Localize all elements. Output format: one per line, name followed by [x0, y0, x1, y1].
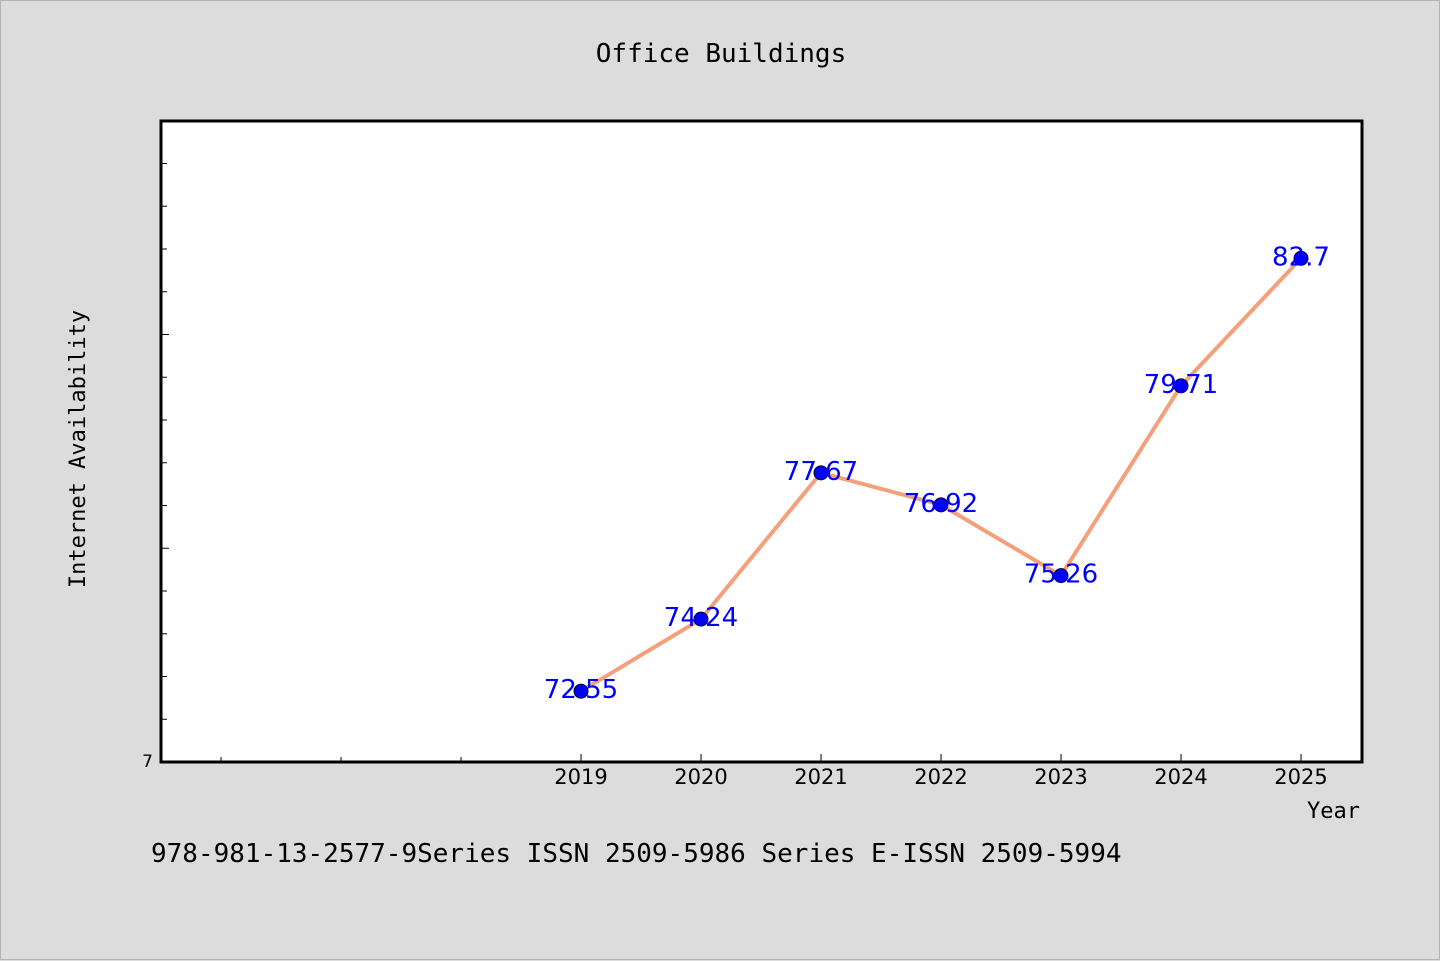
y-axis-ticks — [161, 163, 169, 720]
x-axis-ticks: 2019 2020 2021 2022 2023 2024 2025 — [220, 754, 1328, 789]
data-point-marker — [1173, 378, 1189, 394]
y-axis-label: Internet Availability — [66, 310, 91, 588]
data-point-marker — [693, 611, 709, 627]
data-label: 77.67 — [784, 457, 858, 487]
x-tick-label: 2019 — [554, 765, 607, 789]
x-tick-label: 2021 — [794, 765, 847, 789]
data-label: 79.71 — [1144, 370, 1218, 400]
y-tick-label: 7 — [142, 752, 153, 772]
data-point-marker — [933, 497, 949, 513]
x-tick-label: 2024 — [1154, 765, 1207, 789]
plot-area — [159, 119, 1364, 764]
data-label: 75.26 — [1024, 560, 1098, 590]
x-tick-label: 2023 — [1034, 765, 1087, 789]
x-axis-label: Year — [1307, 799, 1360, 824]
x-tick-label: 2025 — [1274, 765, 1327, 789]
data-point-marker — [573, 683, 589, 699]
chart-title: Office Buildings — [596, 39, 846, 69]
data-point-marker — [1053, 568, 1069, 584]
data-label: 74.24 — [664, 603, 738, 633]
data-label: 82.7 — [1272, 242, 1330, 272]
data-label: 76.92 — [904, 489, 978, 519]
data-label: 72.55 — [544, 675, 618, 705]
x-tick-label: 2020 — [674, 765, 727, 789]
data-point-marker — [1293, 250, 1309, 266]
data-point-marker — [813, 465, 829, 481]
footer-isbn-issn: 978-981-13-2577-9Series ISSN 2509-5986 S… — [151, 839, 1122, 869]
series-group: 72.55 74.24 77.67 76.92 75.26 79.71 82.7 — [544, 242, 1330, 705]
x-tick-label: 2022 — [914, 765, 967, 789]
